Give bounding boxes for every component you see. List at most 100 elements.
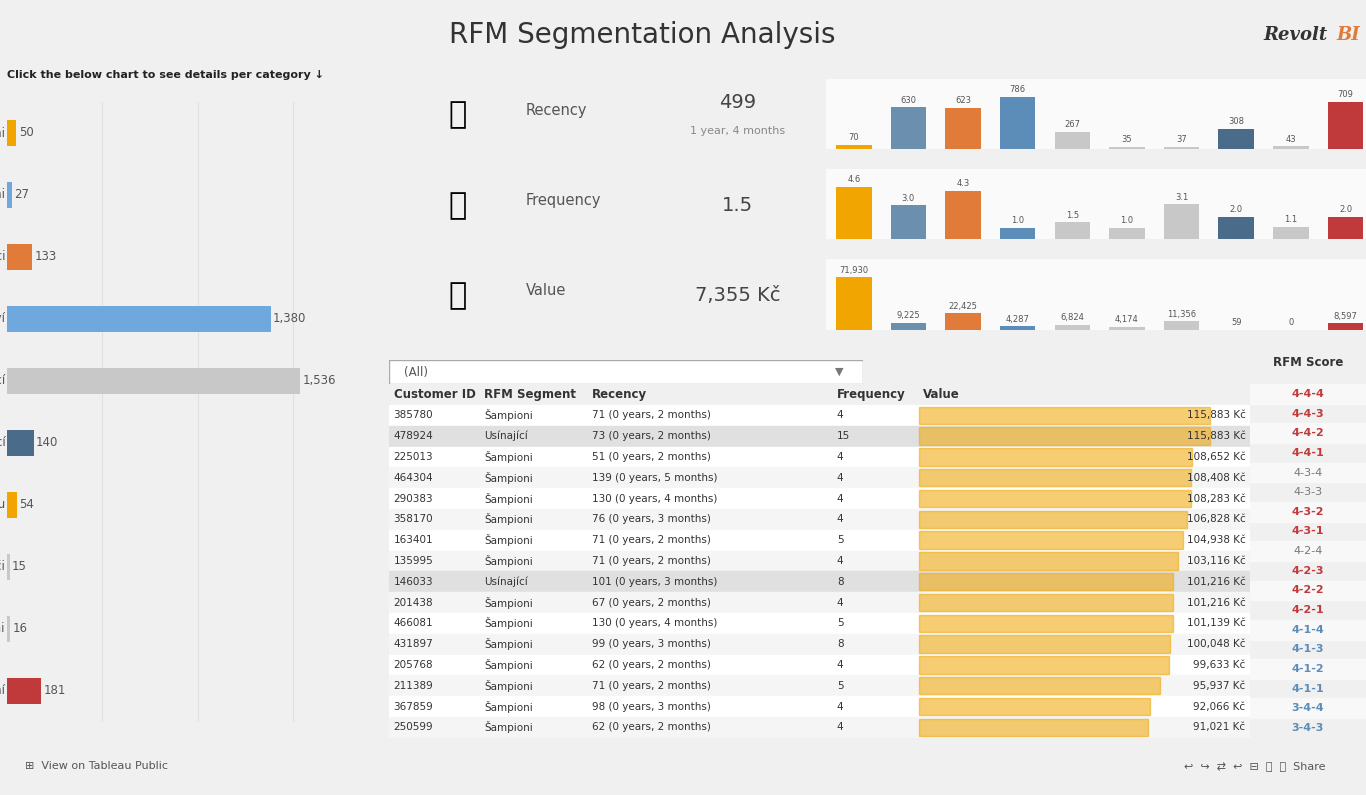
- Text: 1 year, 4 months: 1 year, 4 months: [690, 126, 785, 136]
- Bar: [389, 676, 1250, 696]
- Text: Customer ID: Customer ID: [393, 388, 475, 401]
- Text: 5: 5: [837, 619, 843, 628]
- Bar: [389, 529, 1250, 551]
- Text: Recency: Recency: [526, 103, 587, 118]
- Text: 130 (0 years, 4 months): 130 (0 years, 4 months): [591, 494, 717, 503]
- Text: 104,938 Kč: 104,938 Kč: [1187, 535, 1246, 545]
- Bar: [918, 428, 1210, 445]
- Text: ▼: ▼: [835, 367, 844, 377]
- Text: 35: 35: [1121, 135, 1132, 145]
- Text: 1.5: 1.5: [1065, 211, 1079, 219]
- Bar: [918, 448, 1193, 466]
- Text: 0: 0: [1288, 318, 1294, 327]
- Text: 37: 37: [1176, 135, 1187, 144]
- Bar: [918, 719, 1147, 736]
- Text: 478924: 478924: [393, 431, 433, 441]
- Text: 76 (0 years, 3 months): 76 (0 years, 3 months): [591, 514, 710, 525]
- Bar: [1055, 131, 1090, 149]
- Text: 54: 54: [19, 498, 34, 511]
- Text: 95,937 Kč: 95,937 Kč: [1194, 681, 1246, 691]
- Text: 4.3: 4.3: [956, 179, 970, 188]
- Text: Šampioni: Šampioni: [484, 680, 533, 692]
- Text: 71,930: 71,930: [839, 266, 869, 274]
- Bar: [7, 368, 301, 394]
- Text: 108,283 Kč: 108,283 Kč: [1187, 494, 1246, 503]
- Text: 73 (0 years, 2 months): 73 (0 years, 2 months): [591, 431, 710, 441]
- Bar: [918, 656, 1169, 673]
- Bar: [1109, 228, 1145, 239]
- Bar: [389, 447, 1250, 467]
- Text: 786: 786: [1009, 85, 1026, 95]
- Text: 4: 4: [837, 723, 843, 732]
- Bar: [1250, 424, 1366, 443]
- Text: Usínající: Usínající: [484, 431, 527, 441]
- Bar: [891, 107, 926, 149]
- Text: 211389: 211389: [393, 681, 433, 691]
- Bar: [389, 634, 1250, 654]
- Text: Šampioni: Šampioni: [484, 659, 533, 671]
- Text: 1.0: 1.0: [1120, 216, 1134, 226]
- Text: 100,048 Kč: 100,048 Kč: [1187, 639, 1246, 650]
- Bar: [1164, 321, 1199, 330]
- Text: Solventní spící: Solventní spící: [0, 436, 5, 449]
- Text: 130 (0 years, 4 months): 130 (0 years, 4 months): [591, 619, 717, 628]
- Text: 11,356: 11,356: [1167, 310, 1197, 319]
- Text: 630: 630: [900, 95, 917, 105]
- Bar: [1000, 327, 1035, 330]
- Text: 4-4-4: 4-4-4: [1291, 389, 1325, 399]
- Text: 4-2-2: 4-2-2: [1292, 585, 1324, 595]
- Bar: [918, 594, 1173, 611]
- Bar: [1328, 217, 1363, 239]
- Text: Šampioni: Šampioni: [484, 721, 533, 733]
- Bar: [7, 306, 270, 332]
- Text: Value: Value: [526, 283, 567, 298]
- Text: 267: 267: [1064, 120, 1081, 129]
- Text: 7,355 Kč: 7,355 Kč: [695, 286, 780, 304]
- Text: 8,597: 8,597: [1333, 312, 1358, 320]
- Text: 71 (0 years, 2 months): 71 (0 years, 2 months): [591, 556, 710, 566]
- Text: 101,216 Kč: 101,216 Kč: [1187, 598, 1246, 607]
- Text: 1.0: 1.0: [1011, 216, 1024, 226]
- Bar: [1273, 146, 1309, 149]
- Text: 115,883 Kč: 115,883 Kč: [1187, 410, 1246, 421]
- Text: 163401: 163401: [393, 535, 433, 545]
- Text: Šampioni: Šampioni: [0, 126, 5, 140]
- Text: Šampioni: Šampioni: [484, 493, 533, 505]
- Text: 4-3-2: 4-3-2: [1292, 507, 1324, 517]
- Text: 101 (0 years, 3 months): 101 (0 years, 3 months): [591, 576, 717, 587]
- Text: Šampioni: Šampioni: [484, 451, 533, 463]
- Text: 4-3-3: 4-3-3: [1294, 487, 1322, 497]
- Bar: [1250, 384, 1366, 404]
- Bar: [1273, 227, 1309, 239]
- Text: Šampioni: Šampioni: [484, 514, 533, 525]
- Text: RFM Segment: RFM Segment: [484, 388, 576, 401]
- Bar: [1109, 327, 1145, 330]
- Bar: [918, 573, 1173, 591]
- Text: 62 (0 years, 2 months): 62 (0 years, 2 months): [591, 660, 710, 670]
- Text: 71 (0 years, 2 months): 71 (0 years, 2 months): [591, 681, 710, 691]
- Text: Click the below chart to see details per category ↓: Click the below chart to see details per…: [7, 70, 324, 80]
- Text: Šampioni: Šampioni: [484, 534, 533, 546]
- Text: 103,116 Kč: 103,116 Kč: [1187, 556, 1246, 566]
- Text: 💵: 💵: [448, 281, 467, 310]
- Text: 4: 4: [837, 514, 843, 525]
- Text: 4-2-3: 4-2-3: [1292, 566, 1324, 576]
- Text: 4,287: 4,287: [1005, 315, 1030, 324]
- Bar: [1250, 463, 1366, 483]
- Text: BI: BI: [1336, 26, 1359, 44]
- Text: Šampioni: Šampioni: [484, 471, 533, 483]
- Bar: [1250, 659, 1366, 679]
- Bar: [836, 277, 872, 330]
- Text: Frequency: Frequency: [526, 193, 601, 208]
- Bar: [7, 554, 10, 580]
- Text: 4-2-4: 4-2-4: [1294, 546, 1322, 556]
- Text: Value: Value: [923, 388, 960, 401]
- Bar: [389, 405, 1250, 426]
- Bar: [1328, 102, 1363, 149]
- Text: ⏰: ⏰: [448, 100, 467, 130]
- Text: 133: 133: [34, 250, 57, 263]
- Text: Ztraceni: Ztraceni: [0, 622, 5, 635]
- Text: 367859: 367859: [393, 701, 433, 712]
- Text: 464304: 464304: [393, 473, 433, 483]
- Text: 22,425: 22,425: [948, 301, 978, 311]
